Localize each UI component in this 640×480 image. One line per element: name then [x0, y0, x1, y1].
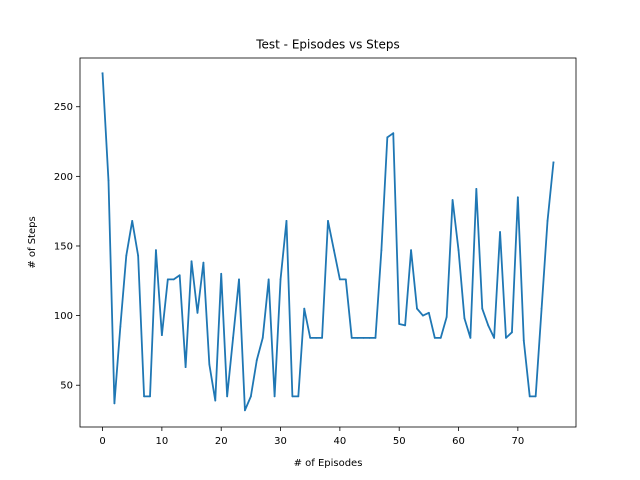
data-point	[404, 324, 407, 327]
data-point	[291, 395, 294, 398]
data-point	[244, 409, 246, 412]
x-tick-label: 10	[156, 436, 169, 447]
data-point	[528, 395, 531, 398]
data-point	[143, 395, 145, 398]
data-point	[137, 254, 140, 257]
data-point	[226, 395, 229, 398]
data-point	[107, 179, 110, 182]
data-point	[338, 278, 341, 281]
data-point	[190, 260, 193, 263]
data-point	[166, 278, 169, 281]
data-point	[184, 366, 187, 369]
data-point	[356, 336, 359, 339]
x-tick-label: 0	[99, 436, 105, 447]
data-point	[534, 395, 537, 398]
data-point	[267, 278, 270, 281]
data-point	[178, 274, 181, 277]
data-point	[427, 311, 430, 314]
plot-area	[101, 72, 555, 412]
data-point	[261, 336, 264, 339]
data-point	[285, 220, 288, 222]
data-point	[333, 249, 335, 252]
data-point	[321, 336, 323, 339]
data-point	[552, 161, 555, 164]
x-tick-label: 20	[215, 436, 228, 447]
x-tick-label: 40	[333, 436, 346, 447]
data-point	[214, 399, 217, 402]
x-tick-label: 30	[274, 436, 287, 447]
data-point	[160, 334, 163, 336]
chart-title: Test - Episodes vs Steps	[255, 38, 400, 52]
y-axis: 50 100 150 200 250	[54, 102, 80, 392]
data-point	[392, 132, 395, 135]
x-tick-label: 60	[452, 436, 465, 447]
data-point	[398, 323, 401, 325]
x-tick-label: 50	[393, 436, 406, 447]
y-tick-label: 250	[54, 102, 73, 113]
data-point	[475, 187, 478, 190]
data-point	[232, 336, 234, 339]
data-point	[487, 324, 490, 327]
data-point	[303, 307, 306, 310]
y-tick-label: 50	[60, 381, 73, 392]
data-point	[208, 363, 211, 366]
data-point	[422, 314, 424, 317]
data-point	[439, 336, 442, 339]
data-point	[451, 199, 454, 201]
data-point	[149, 395, 151, 398]
data-point	[493, 336, 496, 339]
data-point	[457, 249, 460, 252]
data-point	[101, 72, 104, 75]
data-point	[249, 395, 252, 398]
data-point	[350, 336, 353, 339]
data-point	[113, 402, 116, 405]
data-point	[172, 278, 175, 281]
y-axis-label: # of Steps	[27, 216, 38, 268]
y-tick-label: 100	[54, 311, 73, 322]
data-point	[119, 325, 122, 328]
y-tick-label: 150	[54, 241, 73, 252]
data-point	[416, 307, 418, 310]
data-point	[297, 395, 300, 398]
data-point	[499, 231, 501, 233]
data-point	[344, 278, 347, 281]
data-point	[155, 249, 157, 252]
data-point	[196, 311, 199, 314]
data-point	[516, 196, 519, 199]
data-point	[386, 136, 389, 139]
axes-frame	[79, 57, 577, 428]
data-point	[433, 336, 436, 339]
data-point	[380, 249, 383, 252]
data-point	[481, 307, 484, 310]
data-point	[279, 278, 282, 281]
data-point	[315, 336, 318, 339]
data-point	[362, 336, 365, 339]
data-point	[540, 307, 543, 310]
data-point	[505, 336, 507, 339]
data-point	[463, 317, 466, 320]
data-point	[445, 316, 448, 318]
data-point	[522, 339, 525, 342]
data-point	[327, 220, 329, 222]
data-point	[273, 395, 276, 398]
data-point	[410, 249, 412, 252]
data-point	[125, 254, 128, 257]
data-point	[220, 272, 223, 275]
data-point	[546, 220, 549, 222]
x-axis: 0 10 20 30 40 50 60 70	[99, 427, 524, 447]
data-point	[374, 336, 377, 339]
data-point	[255, 359, 258, 362]
data-point	[469, 336, 472, 339]
data-point	[511, 331, 513, 334]
data-point	[238, 278, 240, 281]
data-point	[368, 336, 371, 339]
data-point	[309, 336, 312, 339]
data-point	[131, 220, 134, 222]
y-tick-label: 200	[54, 172, 73, 183]
data-point	[202, 261, 205, 264]
x-tick-label: 70	[511, 436, 524, 447]
x-axis-label: # of Episodes	[294, 458, 363, 469]
